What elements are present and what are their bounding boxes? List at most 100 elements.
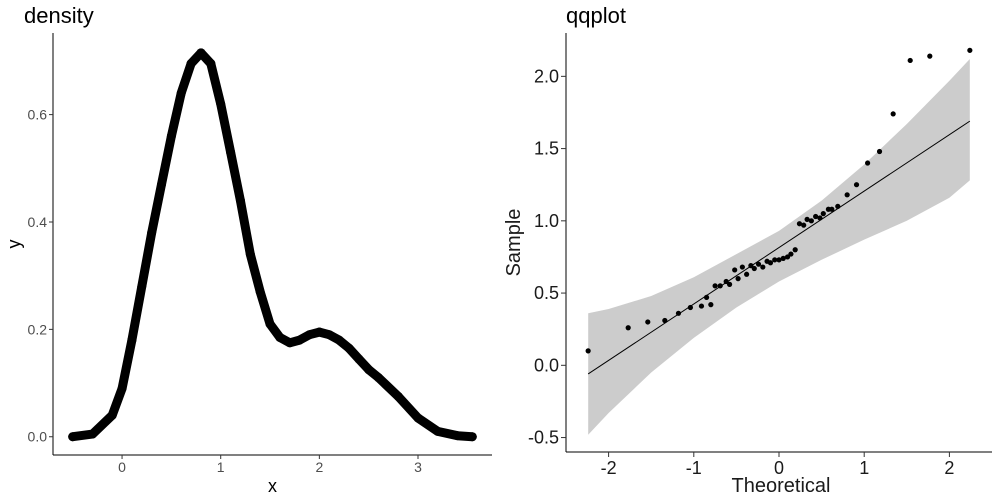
y-tick-label: 1.0 — [534, 211, 559, 231]
density-point — [127, 335, 137, 345]
density-point — [364, 365, 374, 375]
reference-line — [587, 120, 971, 375]
density-point — [374, 373, 384, 383]
x-tick-label: 1 — [859, 458, 869, 478]
density-point — [147, 228, 157, 238]
y-tick-label: 0.5 — [534, 283, 559, 303]
density-point — [226, 147, 236, 157]
density-point — [314, 327, 324, 337]
qq-point — [876, 148, 883, 155]
y-axis-title: y — [4, 240, 24, 249]
density-point — [186, 59, 196, 69]
density-point — [255, 287, 265, 297]
qq-point — [853, 182, 860, 188]
qq-point — [780, 255, 786, 261]
density-point — [216, 99, 226, 109]
qq-point — [927, 53, 933, 59]
qqplot-panel: qqplot -2 -1 0 1 2 -0.5 0.0 0.5 1.0 1.5 2.0 Theoreti… — [500, 0, 1000, 500]
density-point — [107, 410, 117, 420]
qq-point — [967, 47, 973, 53]
x-tick-label: -2 — [601, 458, 617, 478]
y-tick-label: 2.0 — [534, 66, 559, 86]
density-point — [166, 131, 176, 141]
density-point — [413, 413, 423, 423]
y-axis-title: Sample — [503, 209, 525, 277]
density-point — [452, 431, 462, 441]
density-point — [265, 319, 275, 329]
qq-point — [708, 302, 714, 308]
density-point — [176, 88, 186, 98]
qq-point — [820, 211, 826, 217]
density-point — [467, 432, 477, 442]
qq-point — [755, 261, 762, 267]
y-tick-label: 1.5 — [534, 139, 559, 159]
density-point — [344, 343, 354, 353]
density-point — [137, 281, 147, 291]
qq-point — [645, 319, 651, 325]
qq-point — [717, 283, 723, 289]
qq-point — [760, 264, 766, 270]
y-tick-label: 0.6 — [28, 107, 48, 123]
density-point — [87, 429, 97, 439]
density-point — [433, 426, 443, 436]
density-point — [196, 48, 206, 58]
qq-point — [804, 216, 810, 222]
density-point — [68, 432, 78, 442]
qq-point — [792, 247, 798, 253]
x-tick-label: -1 — [686, 458, 702, 478]
y-tick-label: -0.5 — [528, 428, 559, 448]
density-panel: density 0 1 2 3 0.0 0.2 0.4 0.6 x y — [4, 3, 492, 496]
qq-point — [796, 221, 803, 227]
x-tick-label: 2 — [315, 459, 323, 475]
qq-point — [739, 264, 745, 270]
density-plot: density 0 1 2 3 0.0 0.2 0.4 0.6 x y — [4, 3, 492, 496]
qq-point — [784, 254, 791, 260]
qq-point — [907, 57, 913, 64]
qq-point — [732, 267, 738, 273]
qq-point — [687, 304, 693, 311]
qq-point — [735, 276, 741, 282]
qq-point — [662, 317, 668, 324]
qq-point — [698, 303, 705, 309]
qq-point — [788, 251, 794, 257]
qq-point — [712, 283, 718, 289]
qq-point — [835, 203, 841, 209]
qq-point — [890, 111, 896, 117]
qq-point — [625, 325, 631, 331]
qq-point — [764, 258, 770, 264]
qq-point — [817, 215, 823, 221]
y-tick-label: 0.0 — [28, 429, 48, 445]
density-point — [275, 332, 285, 342]
density-point — [117, 383, 127, 393]
x-tick-label: 1 — [217, 459, 225, 475]
density-point — [285, 338, 295, 348]
y-tick-label: 0.4 — [28, 214, 48, 230]
chart-title: density — [24, 3, 94, 28]
x-tick-label: 3 — [414, 459, 422, 475]
density-point — [157, 179, 167, 189]
qq-point — [748, 263, 754, 269]
density-point — [206, 59, 216, 69]
x-tick-label: 0 — [774, 458, 784, 478]
chart-title: qqplot — [566, 3, 626, 28]
confidence-band — [588, 59, 970, 435]
qq-point — [813, 213, 819, 220]
qq-point — [675, 310, 682, 316]
density-point — [393, 391, 403, 401]
qq-point — [723, 278, 729, 285]
qq-point — [801, 222, 807, 228]
qq-point — [585, 348, 591, 354]
qq-point — [808, 218, 814, 224]
y-tick-label: 0.2 — [28, 321, 48, 337]
x-axis-title: x — [268, 476, 277, 496]
qq-point — [776, 257, 782, 263]
qq-point — [744, 271, 750, 277]
y-tick-label: 0.0 — [534, 355, 559, 375]
density-curve — [68, 48, 477, 442]
density-point — [304, 330, 314, 340]
x-tick-label: 2 — [944, 458, 954, 478]
density-point — [354, 354, 364, 364]
qq-point — [703, 294, 710, 301]
qq-point — [751, 265, 757, 272]
density-point — [334, 335, 344, 345]
